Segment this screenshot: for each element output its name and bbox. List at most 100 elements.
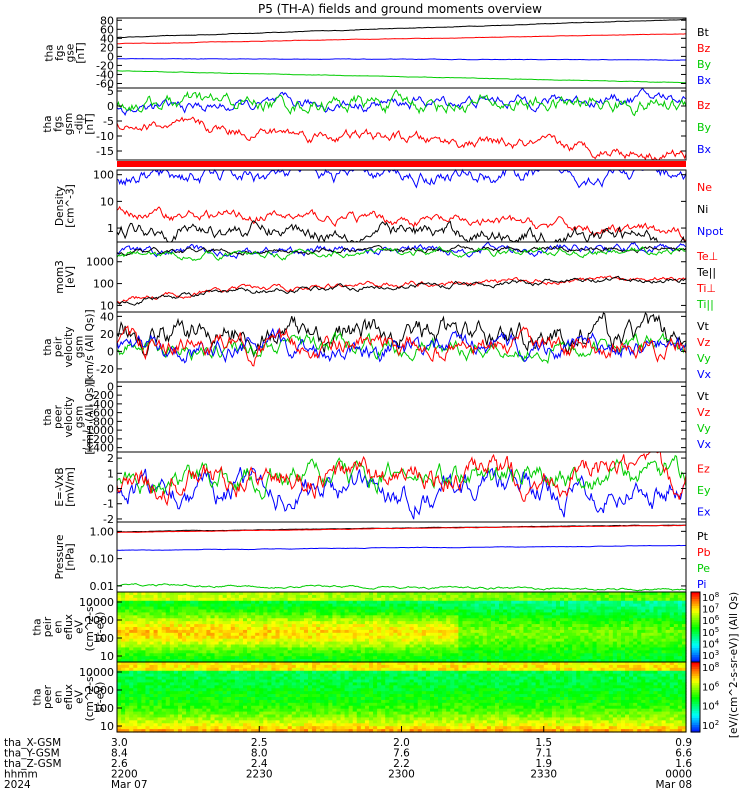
legend-entry: Npot [697,225,724,238]
colorbar-tick-label: 102 [702,719,719,732]
series-line [117,59,686,61]
separator-bar [117,161,686,167]
legend-entry: Ti|| [696,298,714,311]
y-axis-label-line: [nT] [75,42,87,63]
legend-entry: By [697,121,712,134]
series-line [117,467,686,519]
legend-entry: Pt [697,530,709,543]
x-tick-label: 2300 [388,769,415,781]
legend-entry: Vz [697,336,711,349]
legend-entry: Vt [697,320,710,333]
panel-10: 10810610410210000100010010thapeereneflux… [32,661,720,733]
y-tick-label: 2 [107,452,114,465]
y-axis-label-line: sr-eV) [95,682,107,713]
panel-9: 10810710610510410310000100010010thapeire… [32,591,720,663]
y-tick-label: 0.10 [90,553,115,566]
y-axis-label-line: [eV] [64,266,76,288]
legend-entry: Vz [697,406,711,419]
legend-entry: Te⊥ [696,250,718,263]
y-tick-label: 0 [107,100,114,113]
y-axis-label-line: [km/s (All Qs)] [84,379,96,454]
y-axis-label-line: [nT] [84,113,96,134]
series-line [117,88,686,115]
y-tick-label: -1 [103,498,114,511]
series-line [117,276,686,305]
x-tick-label: Mar 07 [111,779,148,791]
colorbar-tick-label: 104 [702,700,720,713]
y-tick-label: 0.01 [90,580,115,593]
legend-entry: Ni [697,203,708,216]
y-tick-label: -15 [96,145,114,158]
x-row-label: 2024 [4,779,31,791]
y-tick-label: 20 [100,328,114,341]
legend-entry: Ez [697,463,710,476]
x-tick-label: Mar 08 [655,779,692,791]
series-line [117,90,686,115]
legend: Te⊥Te||Ti⊥Ti|| [696,250,718,311]
legend-entry: Pe [697,562,710,575]
series-line [117,221,686,242]
plot-title: P5 (TH-A) fields and ground moments over… [258,2,542,16]
legend-entry: Bx [697,143,712,156]
y-tick-label: 10 [100,650,114,663]
y-tick-label: 100 [93,278,114,291]
legend-entry: Vx [697,368,712,381]
y-tick-label: -20 [96,363,114,376]
series-line [117,245,686,256]
legend-entry: Ey [697,484,711,497]
y-tick-label: 1.00 [90,525,115,538]
legend-entry: Bt [697,26,710,39]
y-tick-label: 1 [107,222,114,235]
series-line [117,584,686,591]
y-tick-label: 10 [100,195,114,208]
legend-entry: Vx [697,438,712,451]
legend: Vt Vz Vy Vx [697,320,712,381]
legend-entry: Vy [697,422,711,435]
legend-entry: Ex [697,505,711,518]
legend-entry: Pb [697,546,711,559]
x-tick-label: 2330 [530,769,557,781]
legend-entry: Bx [697,74,712,87]
y-axis-label: E=-VxB[mV/m] [54,467,77,506]
series-line [117,545,686,550]
legend-entry: Vy [697,352,711,365]
series-line [117,525,686,532]
y-axis-label: mom3[eV] [54,260,77,294]
legend-entry: By [697,58,712,71]
legend-entry: Vt [697,390,710,403]
legend-entry: Bz [697,42,711,55]
legend: Vt Vz Vy Vx [697,390,712,451]
series-line [117,71,686,83]
y-tick-label: -2 [103,513,114,526]
y-tick-label: 5 [107,85,114,98]
y-tick-label: 0 [107,483,114,496]
y-tick-label: 0 [107,345,114,358]
legend: Bt Bz By Bx [697,26,712,87]
y-tick-label: -5 [103,115,114,128]
y-axis-label-line: [nPa] [64,543,76,570]
y-tick-label: 1 [107,467,114,480]
y-tick-label: 1000 [86,256,114,269]
colorbar-tick-label: 106 [702,680,720,693]
y-tick-label: 40 [100,310,114,323]
series-line [117,170,686,188]
series-line [117,117,686,160]
legend-entry: Te|| [696,266,716,279]
panel-6: 0-200-400-600-800-1000-1200-1400thapeerv… [42,379,712,454]
